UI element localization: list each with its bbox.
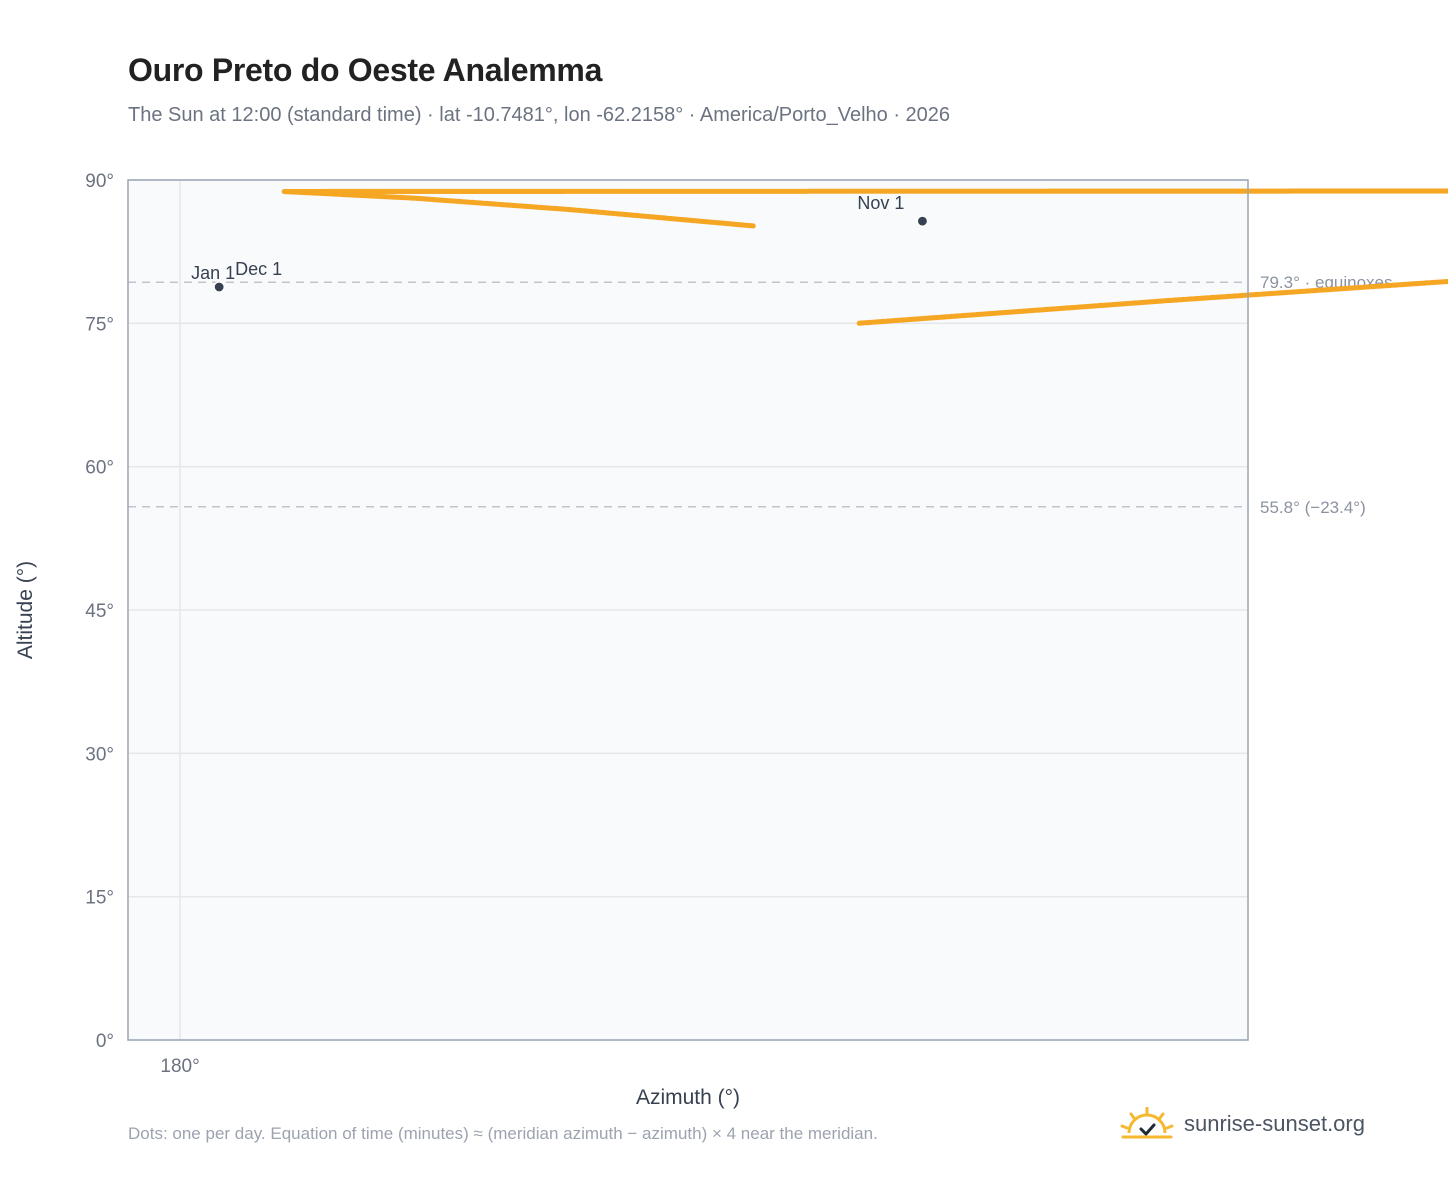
reference-line-label: 55.8° (−23.4°)	[1260, 498, 1366, 517]
